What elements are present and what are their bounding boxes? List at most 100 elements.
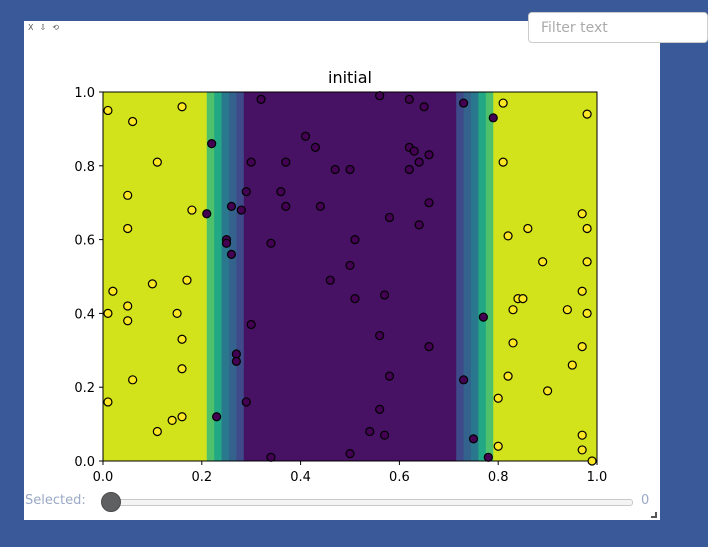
point-yellow-22 [582, 109, 592, 119]
point-purple-37 [478, 312, 488, 322]
point-purple-17 [404, 164, 414, 175]
point-purple-7 [207, 139, 217, 149]
x-tick-label: 1.0 [587, 470, 608, 485]
scatter-plot: 0.0 0.2 0.4 0.6 0.8 1.0 0.0 0.2 0.4 0.6 0.8 1.0 in… [74, 68, 608, 485]
point-yellow-5 [187, 205, 197, 215]
point-purple-45 [241, 397, 251, 407]
region-band-12 [493, 92, 598, 461]
region-band-6 [243, 92, 457, 461]
point-purple-13 [281, 157, 291, 167]
region-band-5 [236, 92, 245, 461]
point-yellow-2 [177, 102, 187, 112]
figure-toolbar: X ⇩ ⟲ [28, 23, 59, 32]
point-purple-26 [384, 212, 395, 223]
point-yellow-18 [177, 412, 187, 422]
point-purple-32 [226, 249, 237, 259]
y-axis: 0.0 0.2 0.4 0.6 0.8 1.0 [74, 86, 103, 470]
point-purple-50 [468, 434, 479, 444]
y-tick-label: 0.4 [74, 307, 95, 322]
point-purple-52 [266, 452, 276, 462]
slider-track[interactable] [109, 499, 633, 506]
scatter-points [103, 91, 597, 466]
point-purple-15 [330, 164, 340, 175]
point-yellow-42 [577, 430, 587, 440]
y-tick-label: 0.8 [74, 160, 95, 175]
point-yellow-19 [167, 415, 177, 426]
point-purple-16 [345, 164, 355, 175]
point-yellow-1 [128, 116, 138, 127]
x-axis: 0.0 0.2 0.4 0.6 0.8 1.0 [93, 461, 608, 485]
point-purple-43 [384, 371, 395, 381]
point-purple-44 [459, 375, 469, 385]
x-tick-label: 0.0 [93, 470, 114, 485]
point-purple-36 [350, 294, 360, 304]
slider-label: Selected: [25, 493, 86, 508]
point-purple-40 [424, 342, 434, 352]
region-band-1 [206, 92, 215, 461]
resize-handle-icon[interactable] [651, 512, 657, 518]
point-yellow-40 [542, 386, 553, 396]
close-icon[interactable]: X [28, 23, 34, 32]
point-purple-10 [409, 146, 419, 156]
region-band-3 [221, 92, 230, 461]
region-band-2 [214, 92, 223, 461]
point-yellow-25 [582, 223, 592, 234]
point-purple-38 [246, 319, 256, 330]
point-purple-31 [266, 238, 276, 248]
point-purple-19 [276, 187, 286, 197]
point-purple-3 [419, 102, 429, 112]
point-yellow-38 [567, 360, 577, 370]
point-yellow-43 [493, 441, 503, 451]
point-yellow-15 [177, 364, 187, 374]
point-yellow-32 [518, 294, 528, 304]
slider-thumb[interactable] [101, 492, 121, 512]
point-yellow-44 [577, 445, 587, 455]
plot-frame [102, 91, 598, 462]
point-purple-8 [310, 142, 321, 152]
point-purple-35 [379, 290, 390, 300]
point-yellow-45 [587, 456, 597, 466]
y-tick-label: 1.0 [74, 86, 95, 101]
reset-icon[interactable]: ⟲ [52, 23, 59, 32]
point-purple-47 [212, 412, 222, 422]
point-yellow-4 [123, 190, 133, 200]
point-yellow-10 [123, 301, 133, 311]
point-yellow-11 [103, 308, 113, 318]
point-purple-34 [325, 275, 335, 285]
point-yellow-29 [582, 257, 592, 267]
point-purple-18 [241, 187, 251, 197]
point-yellow-8 [147, 279, 157, 289]
x-tick-label: 0.4 [290, 470, 311, 485]
point-yellow-13 [172, 308, 182, 318]
point-yellow-39 [503, 371, 513, 381]
slider-value: 0 [641, 493, 650, 508]
point-purple-39 [375, 330, 385, 341]
point-yellow-6 [123, 223, 133, 234]
point-yellow-17 [103, 397, 113, 407]
region-band-4 [228, 92, 237, 461]
point-yellow-30 [577, 286, 587, 296]
point-yellow-12 [123, 316, 133, 326]
region-band-9 [471, 92, 479, 461]
point-purple-46 [375, 404, 385, 414]
point-yellow-16 [128, 375, 138, 385]
point-yellow-24 [577, 209, 587, 219]
point-yellow-26 [523, 223, 533, 234]
download-icon[interactable]: ⇩ [39, 23, 47, 32]
point-purple-0 [256, 94, 266, 104]
point-purple-6 [300, 131, 311, 141]
point-purple-12 [246, 157, 256, 167]
x-tick-label: 0.8 [488, 470, 509, 485]
y-tick-label: 0.0 [74, 455, 95, 470]
decision-region-bands [103, 92, 598, 461]
filter-text-input[interactable] [528, 12, 708, 43]
point-yellow-27 [503, 231, 513, 241]
region-band-8 [463, 92, 472, 461]
region-band-11 [485, 92, 494, 461]
region-band-0 [103, 92, 208, 461]
point-purple-42 [231, 356, 241, 366]
point-yellow-33 [508, 305, 518, 315]
point-yellow-35 [582, 308, 592, 318]
point-purple-25 [202, 209, 212, 219]
point-purple-49 [379, 430, 390, 440]
